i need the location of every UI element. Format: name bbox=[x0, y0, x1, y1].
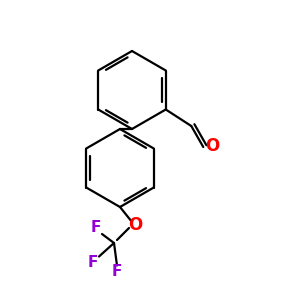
Text: O: O bbox=[128, 216, 142, 234]
Text: F: F bbox=[91, 220, 101, 236]
Text: F: F bbox=[112, 264, 122, 279]
Text: O: O bbox=[205, 136, 219, 154]
Text: F: F bbox=[88, 255, 98, 270]
